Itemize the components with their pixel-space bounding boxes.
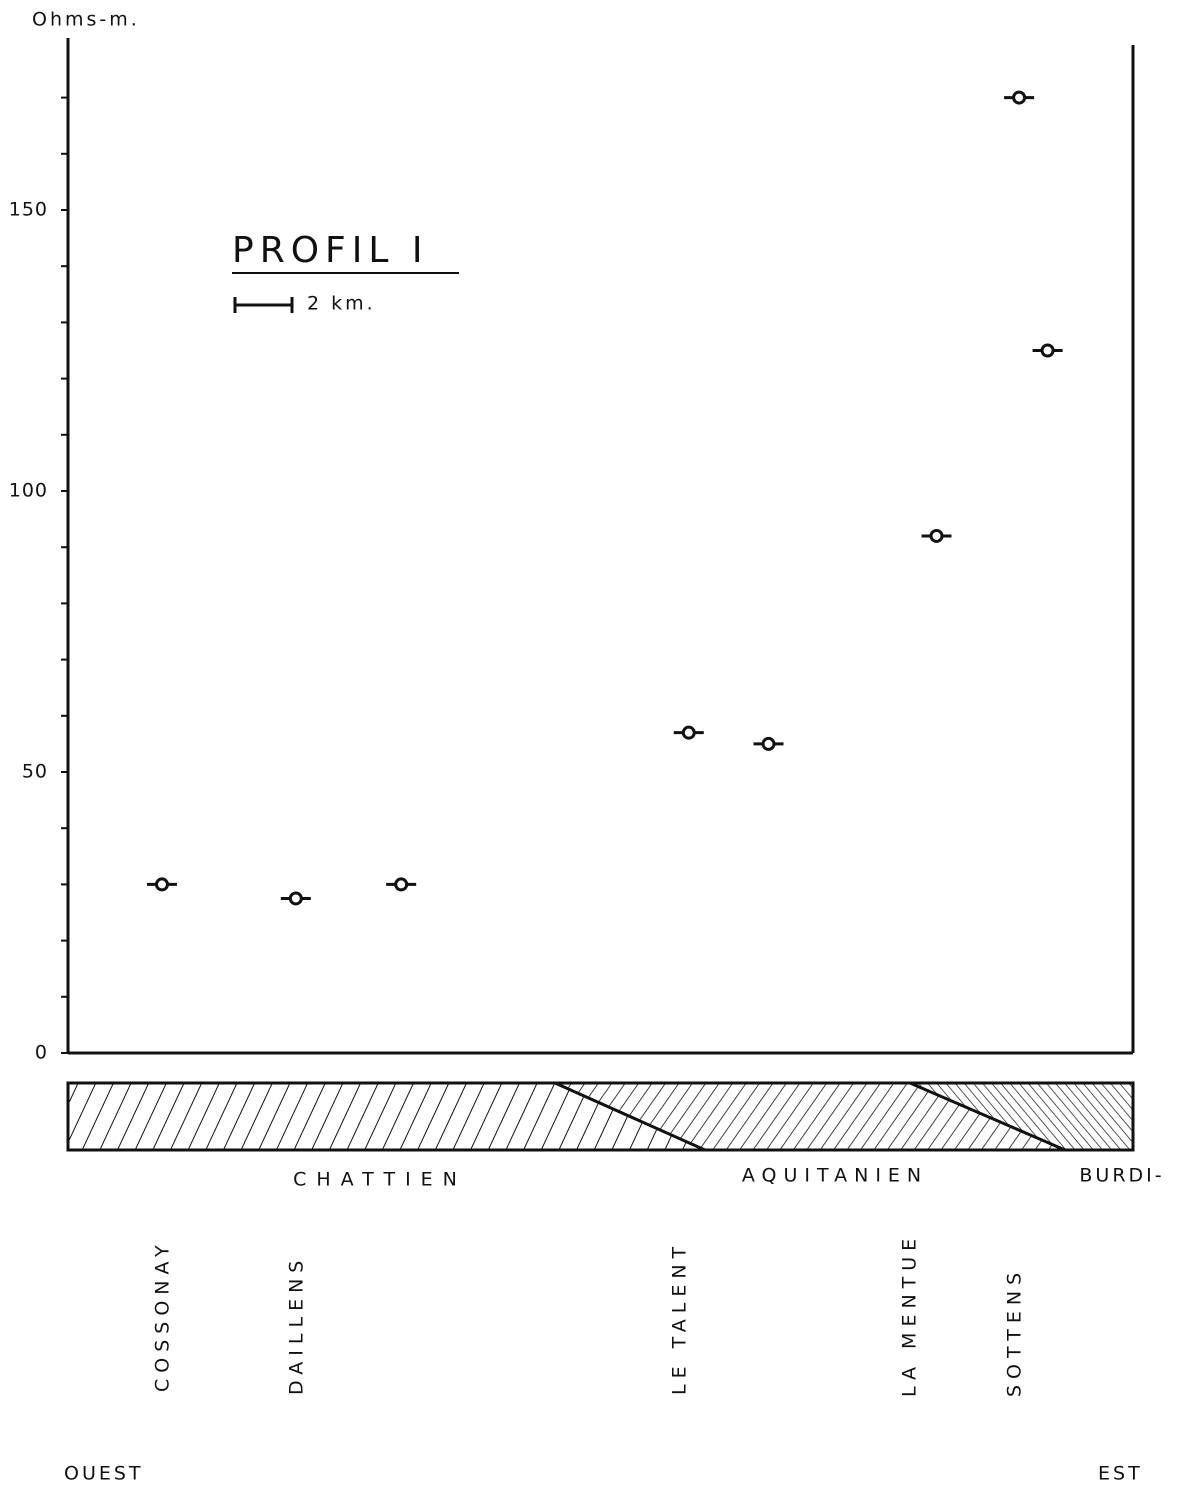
- scale-bar: [233, 297, 294, 313]
- point-marker: [1012, 90, 1027, 105]
- point-marker: [761, 736, 776, 751]
- y-tick-label: 150: [9, 199, 48, 221]
- location-label: LE TALENT: [669, 1241, 691, 1395]
- data-point: [386, 877, 417, 892]
- stratum-label: AQUITANIEN: [742, 1165, 928, 1187]
- stratum-label: BURDI-: [1079, 1165, 1164, 1187]
- data-point: [1032, 343, 1063, 358]
- location-label: COSSONAY: [152, 1239, 174, 1392]
- chart-title: PROFIL I: [232, 230, 429, 271]
- point-marker: [288, 891, 303, 906]
- location-label: DAILLENS: [286, 1255, 308, 1395]
- point-marker: [394, 877, 409, 892]
- location-label: LA MENTUE: [899, 1233, 921, 1397]
- data-point: [1004, 90, 1035, 105]
- east-label: EST: [1098, 1463, 1143, 1485]
- y-tick-label: 50: [22, 761, 48, 783]
- y-tick-label: 0: [35, 1042, 48, 1064]
- y-axis-label: Ohms-m.: [32, 9, 140, 31]
- point-marker: [929, 528, 944, 543]
- data-point: [146, 877, 177, 892]
- data-point: [753, 736, 784, 751]
- location-label: SOTTENS: [1004, 1267, 1026, 1397]
- data-point: [921, 528, 952, 543]
- strata-strip: [66, 1081, 1135, 1152]
- stratum-label: CHATTIEN: [293, 1169, 467, 1191]
- data-point: [280, 891, 311, 906]
- data-point: [673, 725, 704, 740]
- y-tick-label: 100: [9, 480, 48, 502]
- point-marker: [1040, 343, 1055, 358]
- point-marker: [154, 877, 169, 892]
- scale-label: 2 km.: [307, 293, 376, 315]
- point-marker: [681, 725, 696, 740]
- west-label: OUEST: [64, 1463, 144, 1485]
